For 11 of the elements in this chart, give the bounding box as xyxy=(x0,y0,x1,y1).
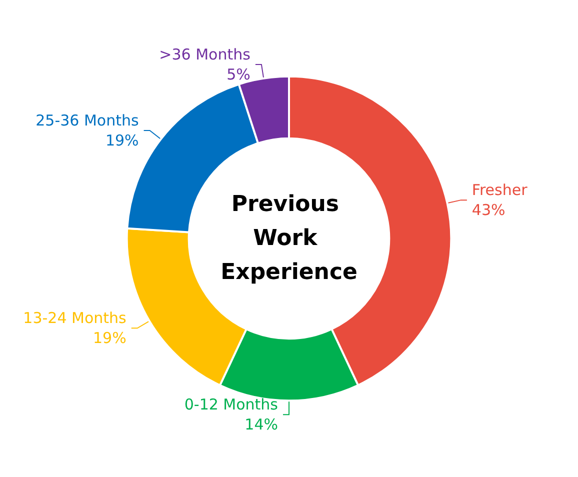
data-label: 14% xyxy=(244,416,278,434)
slice-label: 25-36 Months xyxy=(36,112,139,130)
text: Previous Work Experience xyxy=(220,192,358,285)
data-label: 43% xyxy=(472,201,506,220)
slice-label: 0-12 Months xyxy=(184,396,278,414)
slice-label: 13-24 Months xyxy=(23,309,127,328)
slice-label: >36 Months xyxy=(159,45,251,64)
data-label: 5% xyxy=(226,65,250,84)
data-label: 19% xyxy=(93,329,126,348)
slice-label: Fresher xyxy=(472,181,528,200)
data-label: 19% xyxy=(105,132,139,150)
